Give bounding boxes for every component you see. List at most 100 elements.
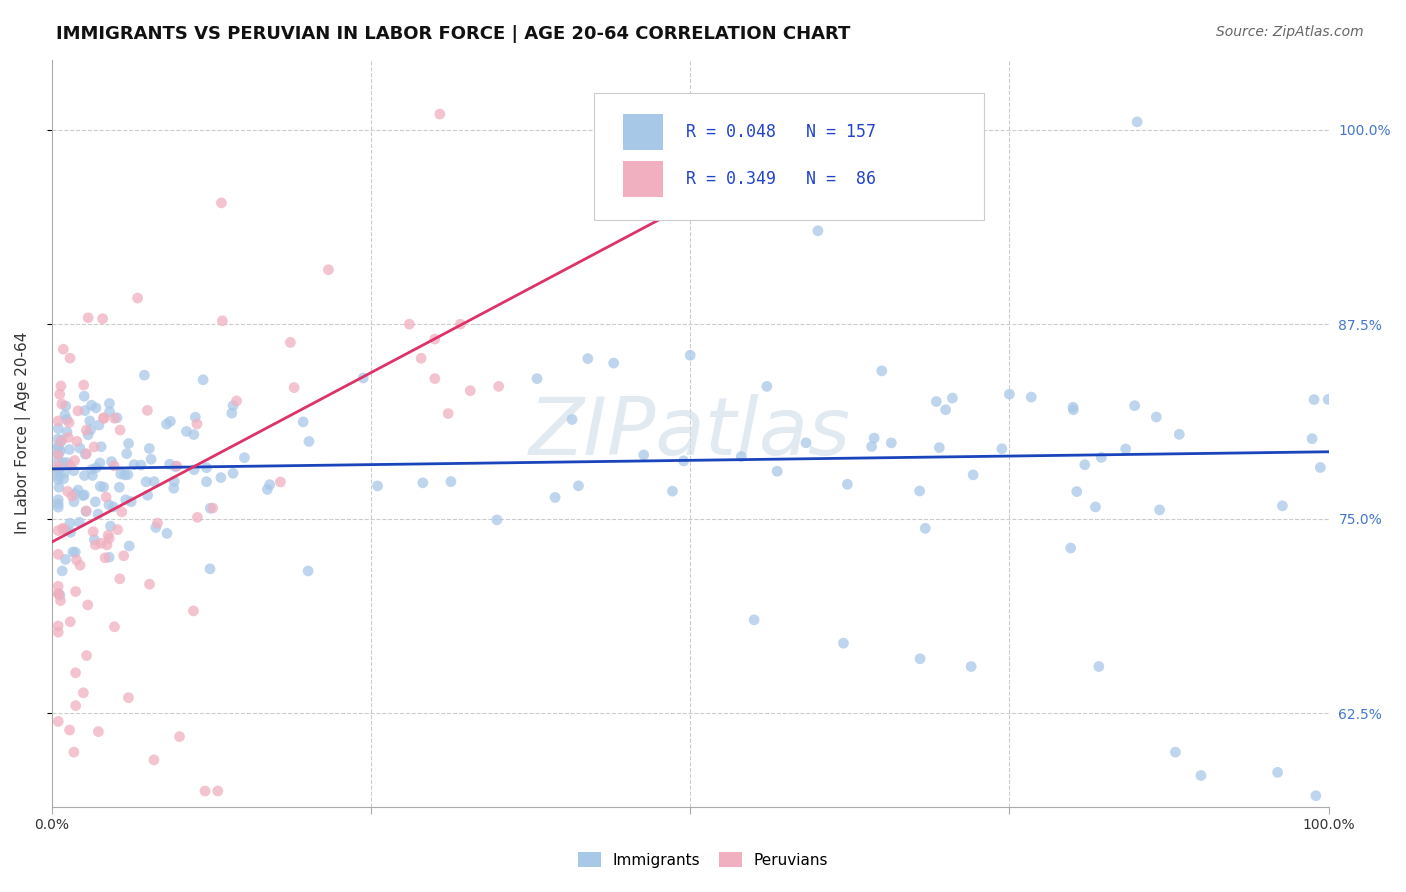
Point [46, 619, 69, 633]
Point [155, 417, 177, 432]
Point [79, 423, 101, 437]
Point [98, 396, 121, 410]
Point [63, 745, 86, 759]
Point [91, 311, 114, 326]
Point [87, 418, 110, 433]
Point [59, 723, 82, 737]
Point [46, 714, 69, 729]
Point [742, 613, 765, 627]
Point [114, 467, 136, 482]
Point [129, 458, 152, 472]
Point [143, 753, 166, 767]
Point [51, 397, 73, 411]
Point [832, 636, 855, 650]
Point [80, 398, 103, 412]
Bar [623, 161, 664, 197]
Point [75, 504, 97, 518]
Point [280, 335, 302, 350]
Point [1062, 401, 1084, 415]
Point [82, 524, 104, 539]
Point [159, 457, 181, 471]
Point [870, 364, 893, 378]
Point [860, 439, 883, 453]
Point [411, 351, 433, 366]
Point [195, 460, 218, 475]
Point [65, 698, 87, 713]
Point [544, 491, 567, 505]
Point [87, 724, 110, 739]
Point [46, 497, 69, 511]
Point [526, 371, 548, 385]
Point [488, 379, 510, 393]
Point [198, 562, 221, 576]
Point [49, 434, 72, 449]
Point [73, 403, 96, 417]
Point [183, 463, 205, 477]
Point [59, 516, 82, 531]
Point [58, 416, 80, 430]
Point [908, 652, 931, 666]
Point [166, 458, 188, 473]
Point [367, 479, 389, 493]
Point [292, 415, 315, 429]
Point [156, 526, 179, 541]
Point [120, 494, 142, 508]
Point [423, 332, 446, 346]
Point [1164, 745, 1187, 759]
Point [58, 430, 80, 444]
Point [46, 625, 69, 640]
Point [55, 523, 77, 537]
Point [73, 468, 96, 483]
Point [807, 224, 830, 238]
Bar [623, 114, 664, 150]
Point [222, 467, 245, 481]
Point [94, 550, 117, 565]
Point [115, 447, 138, 461]
Point [94, 490, 117, 504]
Point [449, 317, 471, 331]
Point [84, 401, 107, 415]
Point [97, 528, 120, 542]
Point [437, 407, 460, 421]
Point [46, 473, 69, 487]
Point [79, 414, 101, 428]
Point [46, 462, 69, 476]
Point [440, 475, 463, 489]
Point [998, 387, 1021, 401]
Point [297, 564, 319, 578]
Text: ZIPatlas: ZIPatlas [529, 394, 851, 472]
Point [1317, 392, 1340, 407]
Point [935, 402, 957, 417]
Point [46, 469, 69, 483]
Point [429, 107, 451, 121]
Point [1309, 460, 1331, 475]
Point [1123, 399, 1146, 413]
Point [730, 450, 752, 464]
Point [103, 620, 125, 634]
Point [111, 505, 134, 519]
Point [52, 342, 75, 356]
Point [423, 371, 446, 385]
Point [103, 411, 125, 425]
Point [96, 538, 118, 552]
Point [561, 412, 583, 426]
Point [46, 458, 69, 473]
Point [77, 310, 100, 325]
Point [1168, 427, 1191, 442]
Point [46, 446, 69, 460]
Point [108, 572, 131, 586]
Point [90, 536, 112, 550]
Point [209, 195, 232, 210]
Point [207, 784, 229, 798]
Point [163, 481, 186, 495]
Point [602, 356, 624, 370]
Point [107, 523, 129, 537]
Point [100, 519, 122, 533]
Point [72, 489, 94, 503]
Point [960, 659, 983, 673]
Point [576, 351, 599, 366]
Point [84, 495, 107, 509]
Text: Source: ZipAtlas.com: Source: ZipAtlas.com [1216, 25, 1364, 39]
Point [69, 441, 91, 455]
Point [110, 467, 132, 481]
